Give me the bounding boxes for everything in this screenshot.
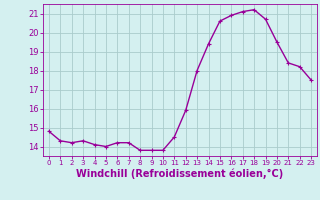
X-axis label: Windchill (Refroidissement éolien,°C): Windchill (Refroidissement éolien,°C) xyxy=(76,169,284,179)
